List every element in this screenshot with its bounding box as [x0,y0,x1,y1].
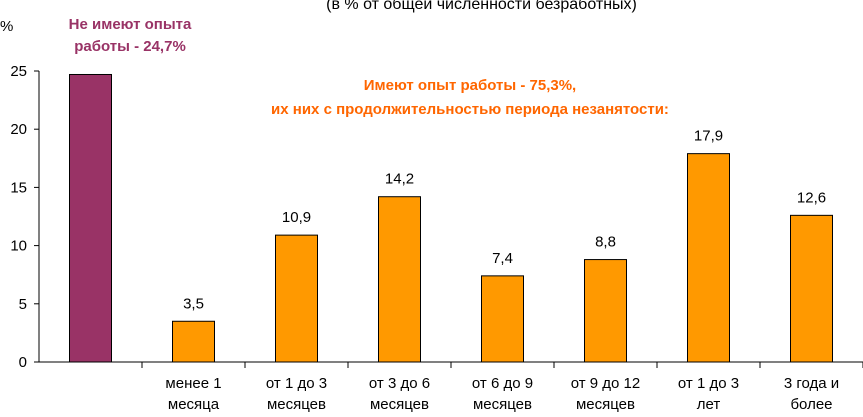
y-tick-label: 0 [19,354,27,371]
x-category-label: 3 года и [784,375,839,392]
y-tick-label: 20 [10,121,27,138]
x-category-label: от 9 до 12 [571,375,641,392]
y-tick-label: 10 [10,238,27,255]
bar-value-label: 12,6 [797,189,826,206]
bar-value-label: 17,9 [694,128,723,145]
x-category-label: месяца [168,396,220,413]
bar [790,214,833,363]
bar [687,153,730,363]
x-category-label: месяцев [370,396,429,413]
bar-value-label: 14,2 [385,171,414,188]
x-category-label: лет [697,396,721,413]
bar [275,234,318,363]
chart-subtitle: (в % от общей численности безработных) [326,0,637,13]
x-category-label: месяцев [473,396,532,413]
annotation-with-experience: Имеют опыт работы - 75,3%, их них с прод… [200,74,740,122]
x-category-label: от 1 до 3 [678,375,739,392]
x-category-label: от 6 до 9 [472,375,533,392]
bar [69,73,112,363]
x-category-label: менее 1 [165,375,221,392]
y-axis-unit-label: % [0,18,14,35]
x-category-label: от 3 до 6 [369,375,430,392]
bar-value-label: 3,5 [183,295,204,312]
x-category-label: более [790,396,832,413]
annotation-no-experience: Не имеют опыта работы - 24,7% [45,14,215,58]
x-category-label: от 1 до 3 [266,375,327,392]
bar-value-label: 10,9 [282,209,311,226]
bar [172,320,215,363]
x-category-label: месяцев [267,396,326,413]
bar [481,275,524,363]
bar [584,259,627,363]
annotation-no-experience-line-1: Не имеют опыта [68,16,192,33]
bar-value-label: 7,4 [492,250,513,267]
y-tick-label: 25 [10,63,27,80]
x-category-label: месяцев [576,396,635,413]
bar-value-label: 8,8 [595,234,616,251]
y-tick-label: 5 [19,296,27,313]
annotation-with-experience-line-1: Имеют опыт работы - 75,3%, [363,77,577,94]
annotation-with-experience-line-2: их них с продолжительностью периода неза… [271,101,669,118]
bar [378,196,421,363]
annotation-no-experience-line-2: работы - 24,7% [74,38,186,55]
y-tick-label: 15 [10,179,27,196]
